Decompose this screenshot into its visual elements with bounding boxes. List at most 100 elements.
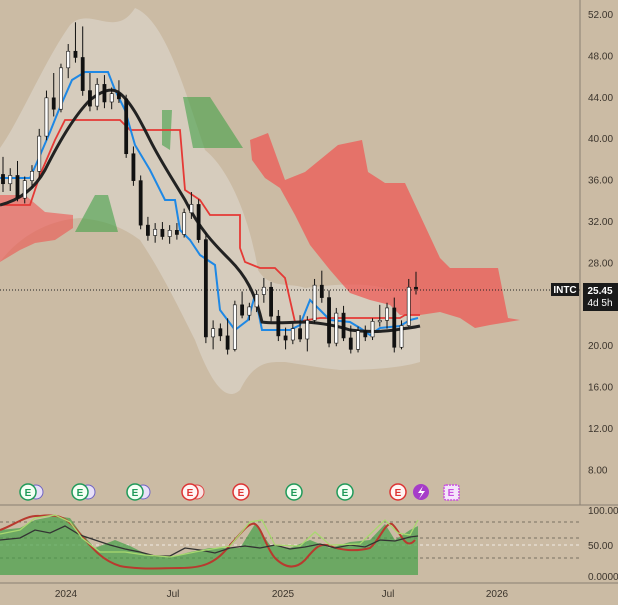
price-tick-label: 20.00 bbox=[588, 341, 613, 352]
symbol-label: INTC bbox=[553, 285, 576, 296]
candle bbox=[8, 168, 13, 191]
time-tick-label: 2024 bbox=[55, 589, 78, 600]
earnings-icon[interactable]: E bbox=[126, 483, 151, 501]
svg-text:E: E bbox=[132, 488, 139, 499]
candle bbox=[385, 302, 389, 329]
time-tick-label: 2025 bbox=[272, 589, 295, 600]
last-price-tag: INTC 25.45 4d 5h bbox=[551, 283, 618, 311]
candle bbox=[269, 282, 273, 322]
svg-text:E: E bbox=[187, 488, 194, 499]
candle bbox=[334, 307, 339, 347]
candle bbox=[370, 318, 375, 341]
earnings-icon[interactable]: E bbox=[389, 483, 407, 501]
price-tick-label: 12.00 bbox=[588, 424, 613, 435]
candle bbox=[240, 291, 245, 319]
time-tick-label: 2026 bbox=[486, 589, 509, 600]
candle bbox=[261, 277, 266, 303]
oscillator-tick-label: 50.00 bbox=[588, 541, 613, 552]
candle bbox=[305, 316, 310, 352]
candle bbox=[59, 63, 63, 113]
stochastic-line bbox=[0, 525, 419, 557]
candle bbox=[348, 325, 353, 354]
candle bbox=[182, 208, 187, 238]
candle bbox=[283, 327, 288, 350]
candle bbox=[312, 278, 317, 324]
candlestick-series bbox=[1, 22, 418, 355]
candle bbox=[131, 146, 136, 186]
svg-text:E: E bbox=[25, 488, 32, 499]
candle bbox=[247, 302, 252, 321]
candle bbox=[80, 26, 85, 96]
earnings-markers[interactable]: E E E E E E E E E bbox=[19, 483, 460, 501]
moving-average-line bbox=[0, 88, 421, 333]
candle bbox=[377, 304, 382, 327]
oscillator-fill bbox=[0, 516, 418, 575]
candle bbox=[44, 90, 49, 141]
candle bbox=[102, 75, 107, 109]
candle bbox=[51, 72, 56, 117]
candle bbox=[341, 305, 346, 342]
earnings-icon[interactable]: E bbox=[285, 483, 303, 501]
price-tick-label: 32.00 bbox=[588, 217, 613, 228]
svg-text:E: E bbox=[395, 488, 402, 499]
candle bbox=[124, 94, 129, 158]
earnings-icon[interactable]: E bbox=[181, 483, 205, 501]
price-axis: 52.00 48.00 44.00 40.00 36.00 32.00 28.00 20.00… bbox=[551, 0, 618, 505]
candle bbox=[363, 325, 368, 342]
candle bbox=[15, 160, 20, 202]
candle bbox=[225, 318, 230, 355]
oscillator-pane: 100.00 50.00 0.0000 bbox=[0, 504, 618, 583]
candle bbox=[406, 278, 411, 327]
split-lightning-icon[interactable] bbox=[413, 484, 429, 500]
candle bbox=[66, 44, 71, 79]
earnings-icon[interactable]: E bbox=[443, 484, 460, 501]
tenkan-line bbox=[0, 71, 419, 337]
candle bbox=[298, 315, 302, 343]
candle bbox=[174, 223, 179, 240]
candle bbox=[414, 271, 418, 295]
oscillator-axis-ticks: 100.00 50.00 0.0000 bbox=[588, 506, 618, 583]
earnings-icon[interactable]: E bbox=[71, 483, 96, 501]
symbol-badge bbox=[551, 283, 579, 296]
candle bbox=[117, 80, 121, 104]
candle bbox=[232, 300, 237, 352]
candle bbox=[392, 297, 397, 353]
time-tick-label: Jul bbox=[167, 589, 180, 600]
price-tick-label: 52.00 bbox=[588, 10, 613, 21]
earnings-icon[interactable]: E bbox=[232, 483, 250, 501]
candle bbox=[146, 216, 150, 241]
candle bbox=[73, 22, 78, 63]
cloud-bullish-area bbox=[183, 97, 243, 148]
earnings-icon[interactable]: E bbox=[336, 483, 354, 501]
oscillator-tick-label: 100.00 bbox=[588, 506, 618, 517]
candle bbox=[88, 72, 92, 112]
candle bbox=[153, 223, 158, 243]
candle bbox=[1, 156, 5, 193]
candle bbox=[319, 270, 324, 303]
price-tick-label: 28.00 bbox=[588, 258, 613, 269]
candle bbox=[327, 290, 331, 348]
candle bbox=[399, 320, 404, 350]
earnings-icon[interactable]: E bbox=[19, 483, 44, 501]
svg-text:E: E bbox=[342, 488, 349, 499]
svg-text:E: E bbox=[77, 488, 84, 499]
candle bbox=[160, 222, 165, 240]
candle bbox=[138, 175, 143, 230]
candle bbox=[276, 310, 281, 342]
price-tick-label: 48.00 bbox=[588, 51, 613, 62]
candle bbox=[95, 78, 100, 111]
cloud-bearing-area bbox=[0, 195, 73, 262]
candle bbox=[189, 192, 194, 219]
time-axis-ticks: 2024 Jul 2025 Jul 2026 bbox=[55, 589, 509, 600]
last-price-label: 25.45 bbox=[587, 286, 612, 297]
price-tick-label: 8.00 bbox=[588, 465, 608, 476]
cloud-bearing-area bbox=[250, 133, 520, 328]
candle bbox=[290, 323, 295, 345]
candle bbox=[37, 128, 42, 179]
svg-text:E: E bbox=[448, 488, 455, 499]
candle bbox=[356, 326, 360, 353]
candle bbox=[167, 225, 172, 244]
candle bbox=[109, 87, 114, 110]
candle bbox=[218, 323, 223, 342]
